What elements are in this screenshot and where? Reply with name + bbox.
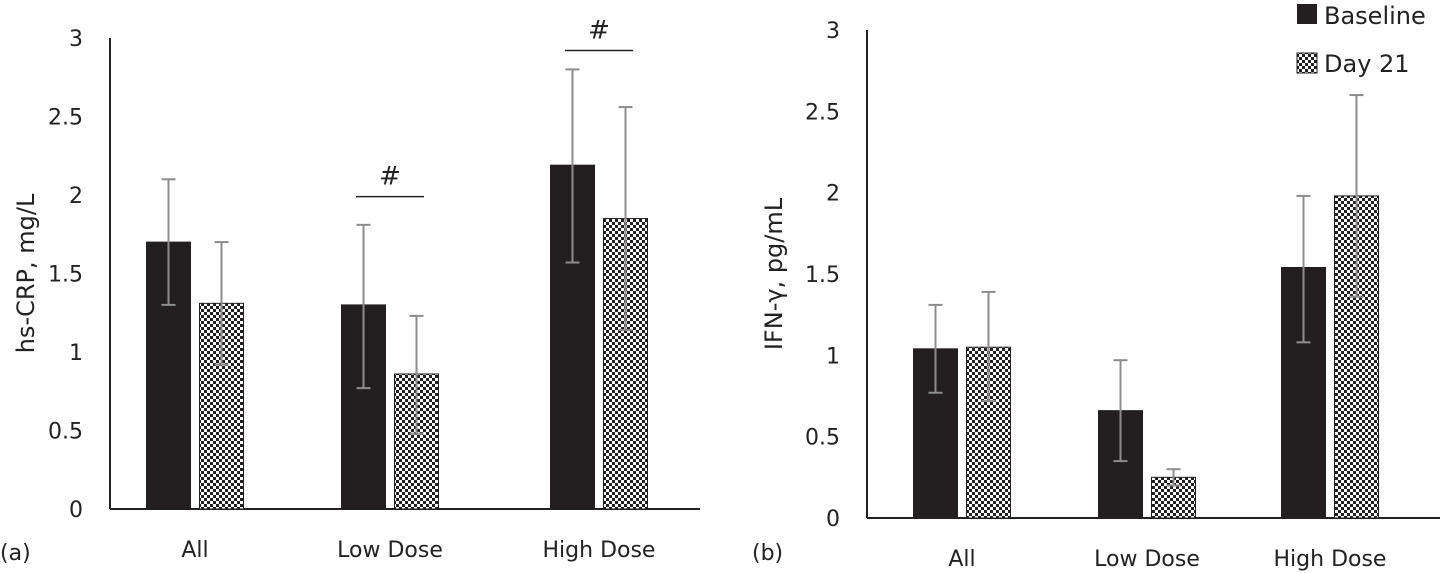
x-category-label: All xyxy=(948,547,975,572)
legend-label-baseline: Baseline xyxy=(1324,2,1426,30)
panel-label: (a) xyxy=(0,541,31,566)
y-tick-label: 1.5 xyxy=(805,263,840,288)
bar-baseline xyxy=(341,304,386,510)
significance-marker: # xyxy=(588,16,610,46)
legend-swatch-day21 xyxy=(1296,52,1318,74)
significance-marker: # xyxy=(379,162,401,192)
y-tick-label: 2.5 xyxy=(48,106,83,131)
y-tick-label: 0.5 xyxy=(805,426,840,451)
x-category-label: Low Dose xyxy=(337,538,443,563)
chart-ifn-gamma: 0 0.5 1 1.5 2 2.5 3 IFN-γ, pg/mL (b) All Low Dose H… xyxy=(752,19,1440,572)
y-tick-label: 2 xyxy=(69,184,83,209)
y-tick-label: 2.5 xyxy=(805,100,840,125)
y-tick-label: 1 xyxy=(826,344,840,369)
legend: Baseline Day 21 xyxy=(1296,2,1426,78)
y-tick-label: 1 xyxy=(69,341,83,366)
y-tick-label: 1.5 xyxy=(48,263,83,288)
x-category-label: All xyxy=(181,538,208,563)
x-category-label: High Dose xyxy=(1274,547,1387,572)
y-axis-label: hs-CRP, mg/L xyxy=(12,193,40,353)
y-tick-label: 2 xyxy=(826,182,840,207)
y-axis-label: IFN-γ, pg/mL xyxy=(760,197,788,350)
chart-hs-crp: 0 0.5 1 1.5 2 2.5 3 hs-CRP, mg/L (a) All Low Dose H… xyxy=(0,16,700,566)
y-tick-label: 0 xyxy=(69,498,83,523)
x-category-label: High Dose xyxy=(543,538,656,563)
x-category-label: Low Dose xyxy=(1094,547,1200,572)
y-tick-label: 3 xyxy=(69,27,83,52)
panel-label: (b) xyxy=(752,541,783,566)
y-tick-label: 0.5 xyxy=(48,420,83,445)
legend-swatch-baseline xyxy=(1297,4,1317,24)
legend-label-day21: Day 21 xyxy=(1324,50,1410,78)
y-tick-label: 0 xyxy=(826,507,840,532)
y-tick-label: 3 xyxy=(826,19,840,44)
